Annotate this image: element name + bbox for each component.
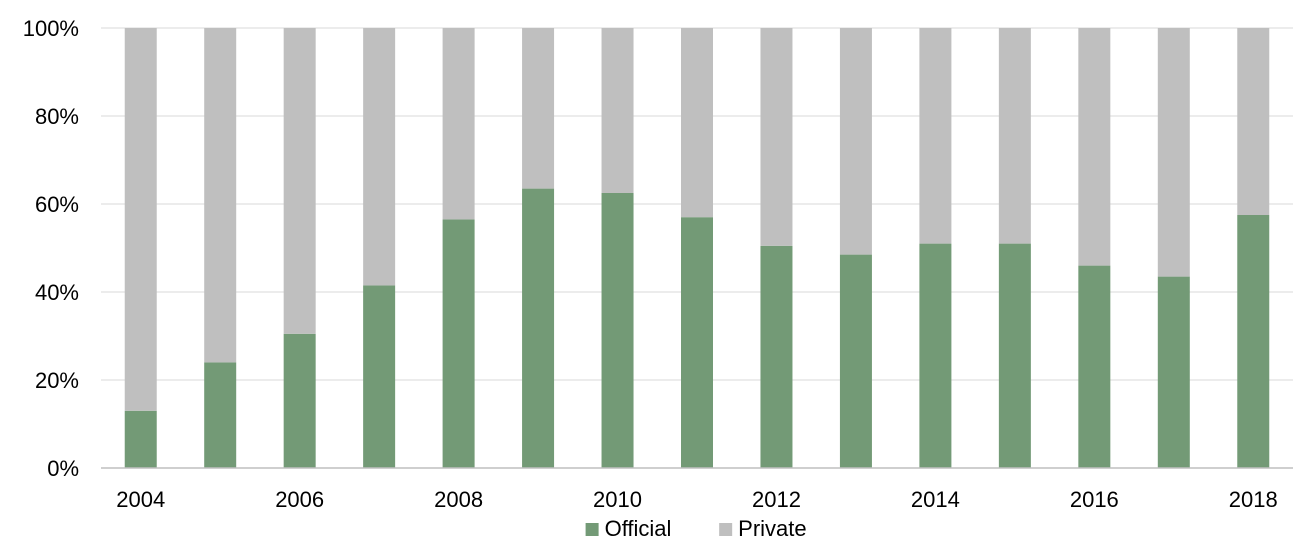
bar-private-2017 xyxy=(1157,28,1190,277)
x-tick-label: 2016 xyxy=(1070,487,1119,512)
bar-private-2010 xyxy=(601,28,634,193)
bar-official-2018 xyxy=(1237,215,1270,468)
bar-private-2013 xyxy=(839,28,872,255)
y-tick-label: 80% xyxy=(35,104,79,129)
bar-official-2011 xyxy=(681,217,713,468)
bar-official-2007 xyxy=(363,285,396,468)
legend-label-private: Private xyxy=(738,516,806,541)
legend: Official Private xyxy=(585,516,807,541)
y-tick-label: 0% xyxy=(47,456,79,481)
x-tick-label: 2018 xyxy=(1229,487,1278,512)
x-tick-label: 2006 xyxy=(275,487,324,512)
bar-private-2014 xyxy=(919,28,952,244)
bar-private-2011 xyxy=(681,28,713,218)
bar-official-2004 xyxy=(124,410,157,468)
y-axis-tick-labels: 0% 20% 40% 60% 80% 100% xyxy=(23,16,79,481)
legend-label-official: Official xyxy=(605,516,672,541)
bar-official-2016 xyxy=(1078,265,1111,468)
legend-swatch-private xyxy=(719,523,733,536)
bar-private-2012 xyxy=(760,28,793,246)
bar-official-2015 xyxy=(998,243,1031,468)
bar-official-2017 xyxy=(1157,276,1190,468)
bar-private-2006 xyxy=(283,28,316,334)
bar-official-2013 xyxy=(839,254,872,468)
bar-official-2014 xyxy=(919,243,952,468)
bar-official-2006 xyxy=(283,333,316,468)
x-tick-label: 2010 xyxy=(593,487,642,512)
bar-private-2007 xyxy=(363,28,396,286)
bar-official-2005 xyxy=(204,362,237,468)
y-tick-label: 100% xyxy=(23,16,79,41)
x-tick-label: 2014 xyxy=(911,487,960,512)
legend-swatch-official xyxy=(585,523,599,536)
bar-official-2010 xyxy=(601,193,634,468)
y-tick-label: 40% xyxy=(35,280,79,305)
y-tick-label: 60% xyxy=(35,192,79,217)
x-tick-label: 2004 xyxy=(116,487,165,512)
x-axis-tick-labels: 2004 2006 2008 2010 2012 2014 2016 2018 xyxy=(116,487,1277,512)
bar-private-2015 xyxy=(998,28,1031,244)
x-tick-label: 2008 xyxy=(434,487,483,512)
bar-official-2008 xyxy=(442,219,475,468)
bar-private-2009 xyxy=(522,28,555,189)
bar-official-2012 xyxy=(760,245,793,468)
bar-private-2005 xyxy=(204,28,237,363)
x-tick-label: 2012 xyxy=(752,487,801,512)
bar-private-2004 xyxy=(124,28,157,411)
bar-official-2009 xyxy=(522,188,555,468)
y-tick-label: 20% xyxy=(35,368,79,393)
bar-private-2008 xyxy=(442,28,475,220)
bar-private-2016 xyxy=(1078,28,1111,266)
bar-private-2018 xyxy=(1237,28,1270,215)
bars xyxy=(124,28,1270,468)
